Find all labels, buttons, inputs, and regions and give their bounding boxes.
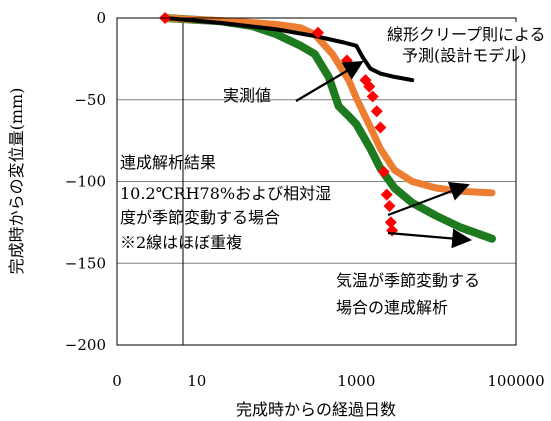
y-axis-title: 完成時からの変位量(mm)	[7, 88, 26, 275]
x-tick-label: 10	[187, 372, 206, 390]
x-tick-label: 100000	[487, 372, 544, 390]
coupled-const-label-2: 度が季節変動する場合	[120, 208, 280, 227]
coupled-const-label-3: ※2線はほぼ重複	[120, 233, 242, 252]
coupled-const-label-1: 10.2℃RH78%および相対湿	[120, 184, 331, 203]
measured-point	[383, 200, 396, 213]
series-line-coupled-const	[161, 14, 496, 197]
y-tick-label: −100	[65, 173, 106, 191]
seasonal-label-bg	[335, 268, 515, 318]
measured-point	[384, 216, 397, 229]
measured-point	[374, 121, 387, 134]
measured-point	[363, 80, 376, 93]
y-tick-label: −200	[65, 336, 106, 354]
series-line-linear-creep	[163, 16, 415, 83]
measured-point	[340, 54, 353, 67]
measured-point	[380, 188, 393, 201]
x-tick-label: 0	[112, 372, 122, 390]
y-tick-label: −150	[65, 254, 106, 272]
tick-labels: 0 −50 −100 −150 −200 0 10 1000 100000	[65, 9, 545, 390]
series-line-coupled-seasonal	[161, 14, 496, 243]
y-tick-label: −50	[74, 91, 106, 109]
y-tick-label: 0	[96, 9, 106, 27]
plot-frame	[116, 17, 517, 346]
measured-point	[311, 26, 324, 39]
x-tick-label: 1000	[337, 372, 375, 390]
series-layer	[159, 12, 496, 243]
seasonal-label-1: 気温が季節変動する	[336, 271, 480, 290]
measured-point	[377, 165, 390, 178]
seasonal-label-2: 場合の連成解析	[336, 298, 448, 317]
measured-point	[370, 105, 383, 118]
x-axis-title: 完成時からの経過日数	[236, 400, 396, 419]
measured-label: 実測値	[223, 86, 271, 105]
annotation-arrows	[295, 60, 472, 249]
coupled-title: 連成解析結果	[120, 153, 216, 172]
measured-arrow	[295, 60, 364, 102]
measured-point	[366, 90, 379, 103]
linear-creep-label-bg	[385, 22, 545, 46]
coupled-seasonal-arrow	[387, 228, 472, 249]
linear-creep-label-2: 予測(設計モデル)	[402, 46, 527, 65]
linear-creep-label-1: 線形クリープ則による	[387, 25, 546, 44]
coupled-const-arrow	[387, 181, 470, 217]
